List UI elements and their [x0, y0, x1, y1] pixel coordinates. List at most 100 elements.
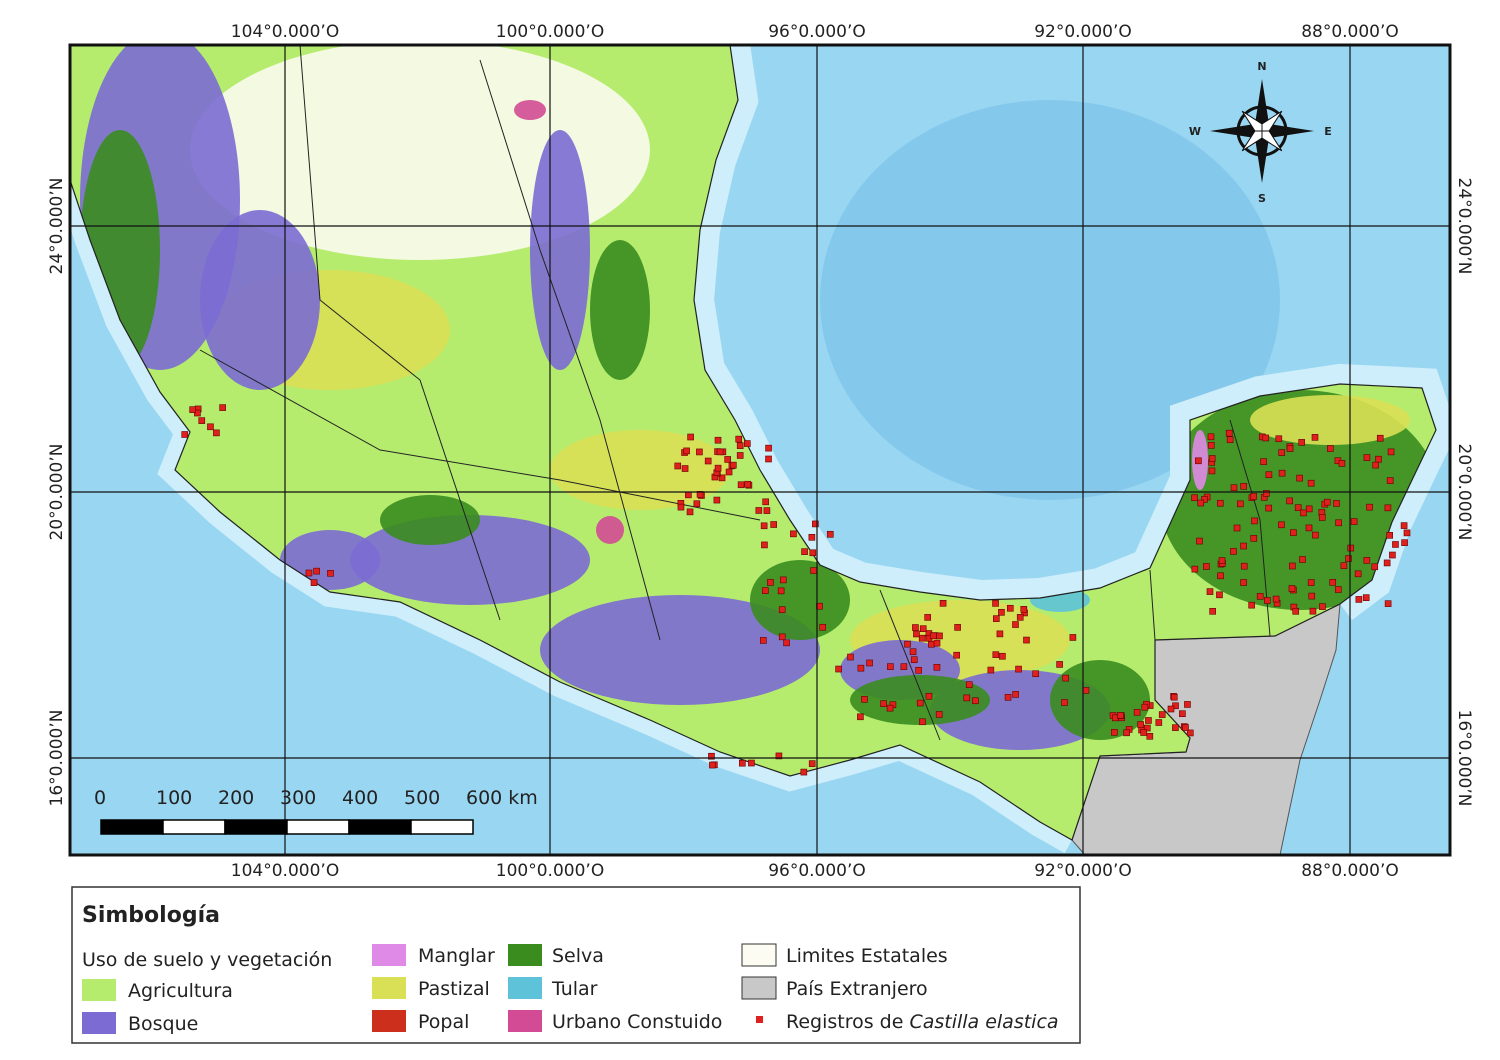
record-point — [1272, 595, 1280, 603]
record-point — [992, 615, 1000, 622]
record-point — [770, 521, 777, 528]
record-point — [748, 759, 755, 767]
record-point — [1305, 505, 1313, 513]
record-point — [1062, 674, 1070, 682]
record-point — [1012, 621, 1019, 628]
land-patch — [1050, 660, 1150, 740]
state-boundary — [879, 589, 941, 741]
longitude-label: 96°0.000’O — [768, 861, 866, 881]
record-point — [1240, 562, 1248, 570]
record-point — [189, 406, 197, 413]
record-point — [861, 695, 868, 703]
record-point — [1191, 494, 1198, 502]
legend-label: Bosque — [128, 1013, 198, 1035]
legend-swatch — [82, 1012, 116, 1034]
record-point — [1250, 493, 1258, 500]
record-point — [759, 637, 767, 644]
record-point — [181, 431, 189, 438]
legend-title: Simbología — [82, 903, 220, 928]
legend-swatch — [508, 977, 542, 999]
longitude-label: 100°0.000’O — [496, 861, 604, 881]
record-point — [1298, 439, 1305, 446]
record-point — [835, 665, 842, 673]
record-point — [1260, 458, 1267, 465]
record-point — [812, 520, 819, 528]
record-point — [912, 624, 919, 631]
deep-gulf — [820, 100, 1280, 500]
legend-label: Registros de Castilla elastica — [786, 1011, 1059, 1033]
land-patch — [540, 595, 820, 705]
record-point — [1206, 588, 1214, 595]
record-point — [775, 752, 783, 760]
record-point — [998, 609, 1005, 616]
record-point — [1217, 572, 1224, 580]
land-patch — [200, 210, 320, 390]
longitude-label: 104°0.000’O — [231, 22, 339, 42]
record-point — [1278, 469, 1286, 477]
record-point — [194, 409, 201, 417]
record-point — [1362, 594, 1370, 601]
record-point — [1056, 661, 1063, 668]
record-point — [677, 503, 685, 511]
record-point — [925, 692, 933, 700]
legend-swatch — [82, 979, 116, 1001]
legend-label: Manglar — [418, 945, 495, 967]
record-point — [933, 639, 941, 647]
record-point — [1307, 579, 1315, 586]
record-point — [744, 480, 752, 488]
record-point — [1400, 522, 1408, 529]
record-point — [928, 640, 935, 648]
record-point — [1263, 490, 1270, 497]
record-point — [783, 639, 790, 647]
record-point — [1309, 607, 1317, 615]
record-point — [674, 462, 682, 470]
record-point — [219, 404, 226, 411]
record-point — [198, 417, 206, 424]
state-boundary — [1149, 569, 1156, 641]
legend-swatch — [741, 943, 777, 967]
record-point — [819, 623, 827, 631]
record-point — [1372, 461, 1379, 469]
legend-label: Limites Estatales — [786, 945, 948, 967]
record-point — [1170, 693, 1178, 701]
record-point — [718, 474, 726, 482]
record-point — [1278, 449, 1286, 456]
latitude-label: 20°0.000’N — [1454, 444, 1474, 541]
record-point — [900, 663, 908, 670]
record-point — [1141, 703, 1149, 711]
record-point — [1186, 729, 1194, 737]
record-point — [1015, 665, 1022, 673]
record-point — [1237, 500, 1244, 508]
record-point — [847, 653, 854, 661]
graticule — [70, 45, 1450, 855]
record-point — [1389, 551, 1396, 559]
records — [181, 404, 1411, 776]
record-point — [1340, 562, 1348, 570]
record-point — [810, 567, 817, 574]
record-point — [987, 666, 995, 674]
record-point — [1383, 559, 1391, 567]
record-point — [713, 496, 721, 504]
record-point — [1248, 601, 1255, 609]
record-point — [909, 648, 917, 656]
compass-rose — [1210, 79, 1314, 183]
record-point — [1111, 729, 1118, 736]
latitude-label: 16°0.000’N — [1454, 710, 1474, 807]
record-point — [1300, 509, 1307, 517]
record-point — [687, 433, 694, 441]
record-point — [305, 569, 313, 577]
record-point — [919, 718, 926, 726]
record-point — [1012, 691, 1019, 698]
record-point — [1296, 474, 1303, 482]
record-point — [918, 634, 926, 642]
longitude-label: 92°0.000’O — [1034, 22, 1132, 42]
record-point — [1386, 532, 1394, 539]
record-point — [1265, 504, 1273, 512]
record-point — [760, 522, 768, 530]
record-point — [954, 624, 961, 631]
record-point — [1140, 729, 1147, 736]
record-point — [1020, 605, 1028, 613]
record-point — [915, 666, 922, 674]
legend-label: País Extranjero — [786, 978, 928, 1000]
record-point — [681, 465, 689, 472]
